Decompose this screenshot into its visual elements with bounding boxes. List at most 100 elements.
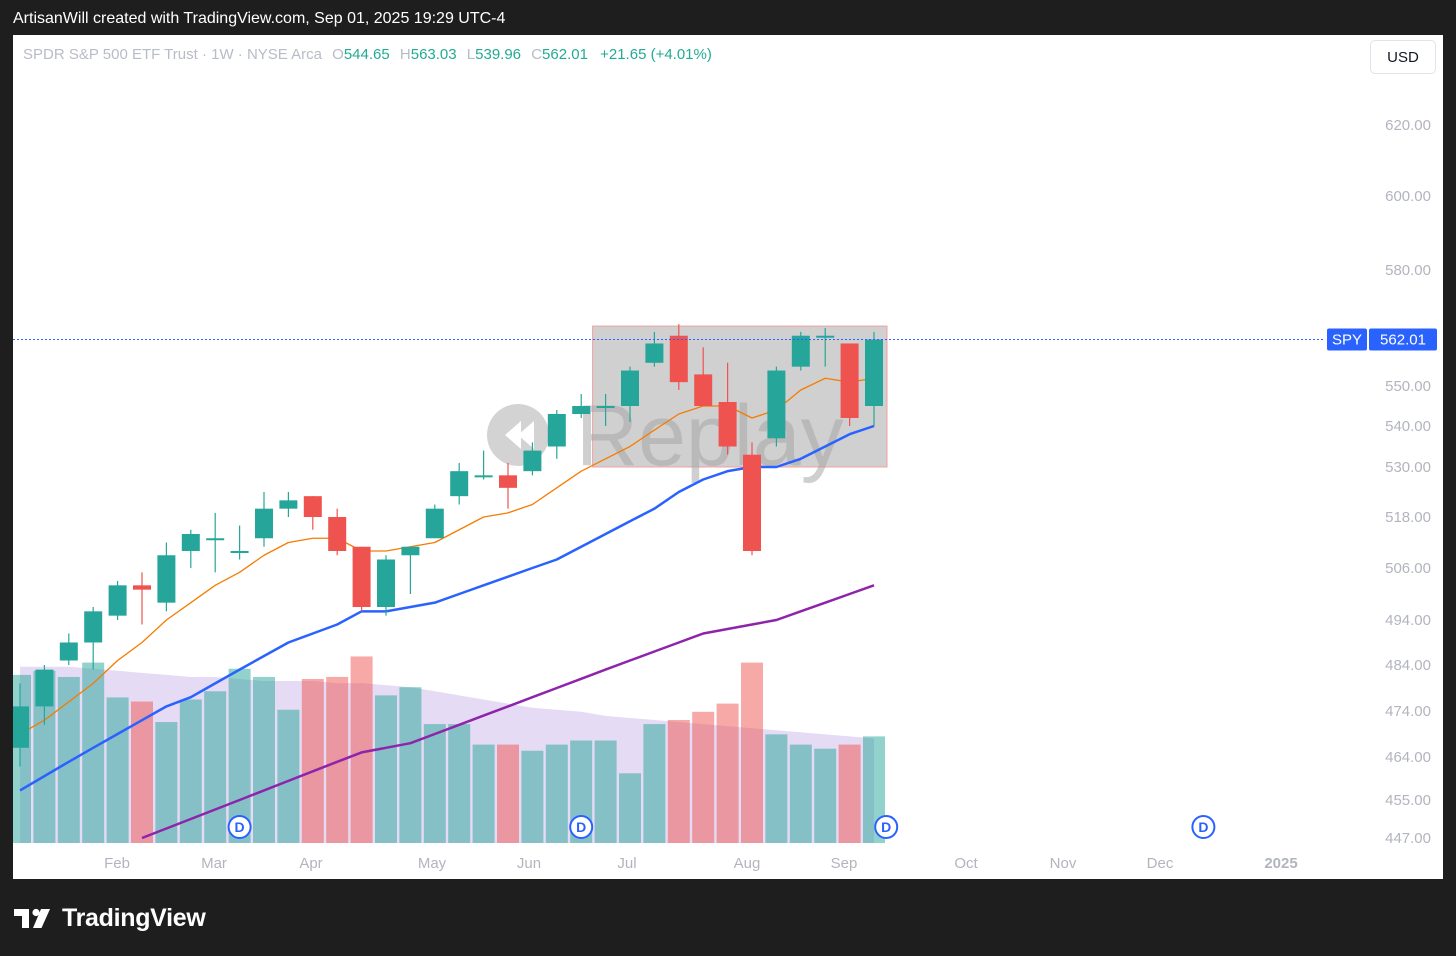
- high-label: H: [399, 46, 411, 63]
- volume-bar: [350, 656, 373, 843]
- volume-bar: [57, 676, 80, 843]
- tradingview-brand: TradingView: [62, 903, 206, 932]
- candle: [572, 394, 591, 418]
- candle: [255, 492, 273, 547]
- close-value: 562.01: [542, 46, 588, 63]
- candle: [230, 525, 249, 560]
- volume-bar: [277, 709, 300, 843]
- price-tag-ticker: SPY: [1332, 332, 1362, 349]
- dividend-marker-circle: [874, 815, 899, 839]
- volume-bar: [789, 744, 812, 843]
- dividend-marker-circle: [1191, 815, 1216, 839]
- candle: [303, 496, 322, 530]
- candle: [596, 394, 615, 426]
- price-axis-label: 530.00: [1385, 459, 1431, 476]
- volume-bar: [204, 691, 227, 843]
- volume-bar: [399, 687, 422, 843]
- replay-icon-arrow: [518, 421, 534, 449]
- candle-body: [523, 450, 542, 472]
- symbol-description: SPDR S&P 500 ETF Trust · 1W · NYSE Arca: [23, 46, 322, 63]
- volume-bar: [375, 695, 397, 843]
- candle-body: [596, 406, 615, 408]
- candle: [133, 572, 151, 625]
- dividend-marker-label: D: [235, 819, 245, 835]
- price-axis-label: 494.00: [1385, 612, 1431, 629]
- volume-bar: [741, 662, 763, 843]
- time-axis-label: Jul: [617, 855, 636, 872]
- price-tag-ticker-bg: [1327, 328, 1367, 351]
- highlight-box: [592, 325, 888, 468]
- volume-bar: [131, 701, 153, 843]
- candle-body: [13, 706, 29, 748]
- candle-body: [401, 546, 420, 556]
- candle: [84, 607, 103, 670]
- price-axis-label: 620.00: [1385, 117, 1431, 134]
- candle-body: [645, 343, 664, 363]
- price-tag-price: 562.01: [1380, 332, 1426, 349]
- candle-body: [108, 585, 127, 616]
- dividend-marker: D: [227, 815, 252, 839]
- low-label: L: [466, 46, 476, 63]
- time-axis-label: Nov: [1050, 855, 1077, 872]
- time-axis-label: Apr: [299, 855, 322, 872]
- candle: [816, 328, 835, 367]
- close-label: C: [531, 46, 543, 63]
- price-axis-label: 455.00: [1385, 792, 1431, 809]
- time-axis-label: Dec: [1147, 855, 1174, 872]
- time-axis: Feb Mar Apr May Jun Jul Aug Sep Oct Nov Dec 2025: [104, 855, 1298, 872]
- candle: [377, 555, 395, 616]
- dividend-marker: D: [569, 815, 594, 839]
- dividend-marker: D: [874, 815, 899, 839]
- time-axis-label: Mar: [201, 855, 227, 872]
- price-axis-label: 580.00: [1385, 262, 1431, 279]
- volume-bar: [667, 720, 690, 843]
- time-axis-label: Feb: [104, 855, 130, 872]
- candle-body: [352, 546, 371, 607]
- candle-body: [572, 406, 591, 414]
- candle: [13, 683, 29, 767]
- volume-bar: [82, 662, 105, 843]
- time-axis-label: Aug: [734, 855, 761, 872]
- candle-body: [450, 471, 469, 497]
- candle-body: [840, 343, 859, 418]
- candle: [425, 504, 444, 539]
- candle-body: [255, 508, 273, 539]
- low-value: 539.96: [475, 46, 522, 63]
- volume-bar: [765, 734, 788, 843]
- replay-icon-arrow: [505, 421, 521, 449]
- candle-body: [181, 534, 200, 551]
- volume-bar: [863, 736, 885, 843]
- volume-layer: [13, 656, 885, 843]
- price-axis-label: 506.00: [1385, 560, 1431, 577]
- dividend-marker-circle: [227, 815, 252, 839]
- candle-body: [474, 475, 493, 478]
- volume-bar: [716, 703, 739, 843]
- ohlc-legend: SPDR S&P 500 ETF Trust · 1W · NYSE Arca …: [23, 46, 712, 63]
- candle: [401, 546, 420, 594]
- candle: [450, 462, 469, 505]
- candles-layer: [13, 324, 883, 767]
- volume-bar: [692, 711, 715, 843]
- candle: [840, 343, 859, 426]
- candle: [279, 492, 298, 517]
- dividend-marker-label: D: [881, 819, 891, 835]
- volume-bar: [228, 668, 251, 843]
- currency-button[interactable]: USD: [1370, 40, 1436, 74]
- chart-panel[interactable]: Replay D D D D 620.00 600.00 580.00 550.00 540.00…: [13, 35, 1443, 879]
- candle-body: [816, 335, 835, 338]
- open-label: O: [332, 46, 344, 63]
- candle-body: [791, 335, 810, 367]
- candle-body: [59, 642, 78, 661]
- time-axis-label: Oct: [954, 855, 978, 872]
- ema-mid-line: [19, 424, 875, 792]
- candle-body: [694, 374, 713, 406]
- candle: [352, 546, 371, 612]
- volume-bar: [594, 740, 617, 843]
- time-axis-label: Jun: [517, 855, 541, 872]
- price-axis-label: 518.00: [1385, 509, 1431, 526]
- candle-body: [425, 508, 444, 539]
- candle-body: [865, 339, 883, 406]
- price-axis-label: 600.00: [1385, 188, 1431, 205]
- dividend-marker-label: D: [1198, 819, 1208, 835]
